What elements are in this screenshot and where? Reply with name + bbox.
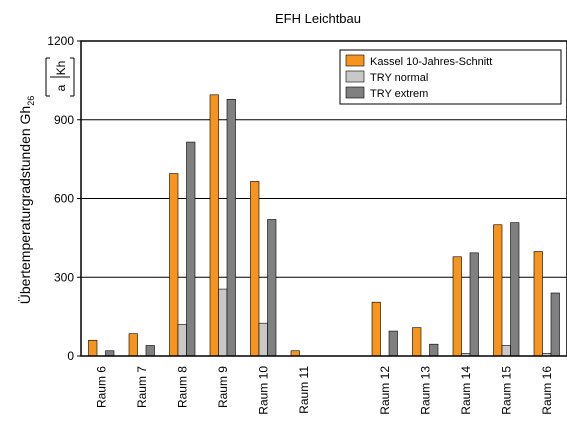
legend-label: TRY normal — [370, 72, 428, 84]
bar — [510, 222, 520, 357]
x-tick-label: Raum 16 — [540, 366, 554, 415]
legend: Kassel 10-Jahres-Schnitt TRY normal TRY ex… — [339, 49, 562, 105]
legend-swatch — [345, 54, 365, 67]
y-axis-unit-numerator: Kh — [54, 61, 68, 76]
x-tick-label: Raum 13 — [418, 366, 432, 415]
bar — [412, 327, 422, 357]
bar — [250, 181, 260, 357]
y-tick-label: 0 — [67, 349, 74, 363]
legend-swatch — [345, 86, 365, 99]
x-tick-label: Raum 12 — [378, 366, 392, 415]
bar — [226, 98, 236, 357]
bar — [209, 94, 219, 357]
bar — [469, 252, 479, 357]
y-tick-label: 300 — [54, 270, 74, 284]
y-tick-label: 1200 — [47, 34, 74, 48]
bar — [533, 251, 543, 357]
bar — [169, 173, 179, 357]
svg-text:Übertemperaturgradstunden Gh26: Übertemperaturgradstunden Gh26 — [16, 96, 36, 304]
x-tick-label: Raum 14 — [459, 366, 473, 415]
bar — [105, 350, 115, 357]
x-tick-label: Raum 6 — [94, 366, 108, 408]
y-axis-unit-denominator: a — [54, 84, 68, 91]
legend-label: Kassel 10-Jahres-Schnitt — [370, 56, 492, 68]
bar — [290, 350, 300, 357]
x-axis: Raum 6 Raum 7 Raum 8 Raum 9 Raum 10 Raum 11 Ra… — [94, 366, 554, 415]
y-axis-unit: Kh a — [45, 57, 75, 97]
plot-area — [80, 40, 567, 357]
x-tick-label: Raum 15 — [499, 366, 513, 415]
y-axis-label: Übertemperaturgradstunden Gh26 — [16, 96, 36, 304]
bar — [88, 339, 98, 357]
grid — [81, 119, 567, 278]
bar — [452, 256, 462, 357]
y-axis: 0 300 600 900 1200 — [47, 34, 81, 363]
legend-box — [339, 49, 562, 105]
x-tick-label: Raum 10 — [256, 366, 270, 415]
bar — [177, 324, 187, 357]
bars — [88, 94, 560, 357]
bar — [186, 141, 196, 357]
y-axis-label-subscript: 26 — [26, 96, 36, 106]
bar — [145, 345, 155, 357]
bar — [267, 219, 277, 357]
chart-title: EFH Leichtbau — [275, 11, 361, 26]
bar — [550, 292, 560, 357]
x-tick-label: Raum 8 — [175, 366, 189, 408]
y-axis-label-text: Übertemperaturgradstunden Gh — [16, 106, 33, 304]
bar — [128, 333, 138, 357]
y-tick-label: 600 — [54, 192, 74, 206]
x-tick-label: Raum 11 — [297, 366, 311, 414]
legend-label: TRY extrem — [370, 88, 428, 100]
y-tick-label: 900 — [54, 113, 74, 127]
x-tick-label: Raum 9 — [216, 366, 230, 408]
bar — [388, 330, 398, 357]
bar — [493, 224, 503, 357]
bar — [501, 345, 511, 357]
bar — [258, 322, 268, 357]
legend-swatch — [345, 70, 365, 83]
x-tick-label: Raum 7 — [135, 366, 149, 408]
bar — [429, 343, 439, 357]
bar — [371, 301, 381, 357]
bar — [218, 288, 228, 357]
